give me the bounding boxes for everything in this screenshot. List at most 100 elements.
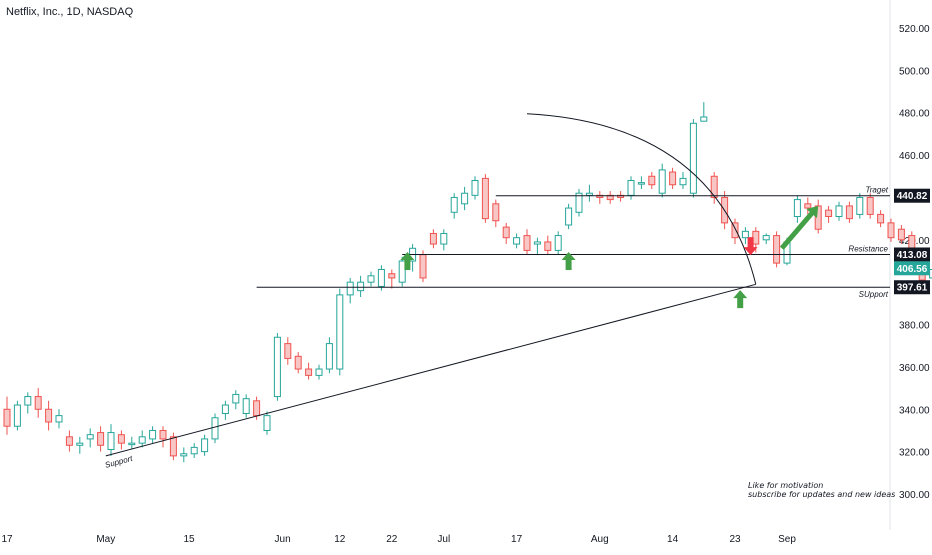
price-label-text: 397.61 <box>897 283 928 294</box>
x-tick-label: Jun <box>275 534 291 545</box>
support-line-label: SUpport <box>859 290 889 299</box>
x-tick-label: Sep <box>778 534 796 545</box>
candle-body <box>845 205 853 220</box>
candle-body <box>76 442 84 446</box>
candle-body <box>502 226 510 239</box>
candle-body <box>471 180 479 196</box>
candle-body <box>13 404 21 427</box>
x-tick-label: 22 <box>386 534 398 545</box>
y-tick-label: 500.00 <box>899 66 930 77</box>
candle-body <box>804 203 812 209</box>
candle-body <box>3 408 11 427</box>
candle-body <box>305 368 313 376</box>
price-label-tag <box>894 261 930 276</box>
y-tick-label: 360.00 <box>899 363 930 374</box>
candle-body <box>627 180 635 196</box>
candle-body <box>689 122 697 194</box>
candle-body <box>544 241 552 251</box>
candle-body <box>741 230 749 239</box>
candle-body <box>190 446 198 455</box>
candle-body <box>221 404 229 415</box>
candle-body <box>793 199 801 218</box>
up-arrow-3 <box>733 290 748 309</box>
candle-body <box>388 273 396 279</box>
y-tick-label: 320.00 <box>899 448 930 459</box>
candle-body <box>419 254 427 279</box>
target-label: Traget <box>865 186 888 195</box>
candle-body <box>138 436 146 444</box>
candle-body <box>55 415 63 423</box>
up-arrow-2 <box>561 252 576 270</box>
candle-body <box>825 209 833 218</box>
candle-body <box>450 196 458 213</box>
candle-body <box>117 434 125 444</box>
candle-body <box>253 400 261 417</box>
x-tick-label: May <box>96 534 115 545</box>
candle-body <box>700 116 708 122</box>
candle-body <box>523 235 531 251</box>
candle-body <box>242 398 250 415</box>
candle-body <box>159 429 167 440</box>
candle-body <box>398 260 406 283</box>
candle-body <box>34 396 42 410</box>
x-tick-label: 12 <box>334 534 346 545</box>
candle-body <box>377 268 385 287</box>
candle-body <box>554 235 562 251</box>
price-label-tag <box>894 280 930 295</box>
candle-body <box>752 230 760 245</box>
candle-body <box>336 294 344 370</box>
candle-body <box>201 438 209 453</box>
price-label-text: 413.08 <box>897 250 928 261</box>
candle-body <box>325 343 333 370</box>
candle-body <box>211 417 219 440</box>
y-tick-label: 480.00 <box>899 109 930 120</box>
candle-body <box>565 207 573 226</box>
candle-body <box>658 169 666 194</box>
candle-body <box>169 436 177 457</box>
price-label-text: 406.56 <box>897 264 928 275</box>
candle-body <box>877 213 885 224</box>
chart-title: Netflix, Inc., 1D, NASDAQ <box>6 6 134 18</box>
candle-body <box>367 275 375 283</box>
candle-body <box>731 222 739 239</box>
price-label-text: 440.82 <box>897 191 928 202</box>
candle-body <box>679 177 687 186</box>
annotation-line-2: subscribe for updates and new ideas <box>748 490 896 499</box>
candle-body <box>461 192 469 205</box>
candle-body <box>440 232 448 245</box>
candle-body <box>887 222 895 239</box>
candle-body <box>263 415 271 431</box>
x-tick-label: 17 <box>511 534 523 545</box>
candle-body <box>835 205 843 218</box>
candle-body <box>814 205 822 230</box>
y-tick-label: 520.00 <box>899 24 930 35</box>
candle-body <box>294 355 302 370</box>
candle-body <box>357 281 365 292</box>
resistance-label: Resistance <box>848 244 888 253</box>
candle-body <box>273 336 281 398</box>
arc-trendline <box>526 113 757 285</box>
candle-body <box>97 432 105 446</box>
down-arrow <box>743 237 758 256</box>
x-tick-label: 23 <box>729 534 741 545</box>
candle-body <box>284 343 292 359</box>
candle-body <box>180 453 188 457</box>
candle-body <box>492 203 500 222</box>
price-label-tag <box>894 247 930 262</box>
candle-body <box>866 196 874 215</box>
candle-body <box>86 434 94 440</box>
x-tick-label: Jul <box>437 534 450 545</box>
candle-body <box>65 436 73 446</box>
y-tick-label: 300.00 <box>899 490 930 501</box>
support-trendline <box>105 283 756 457</box>
candle-body <box>429 232 437 245</box>
candle-body <box>710 175 718 198</box>
candle-body <box>773 235 781 264</box>
candle-body <box>107 432 115 451</box>
x-tick-label: 15 <box>183 534 195 545</box>
candle-body <box>128 442 136 446</box>
candle-body <box>575 192 583 213</box>
y-tick-label: 460.00 <box>899 151 930 162</box>
candle-body <box>24 396 32 406</box>
